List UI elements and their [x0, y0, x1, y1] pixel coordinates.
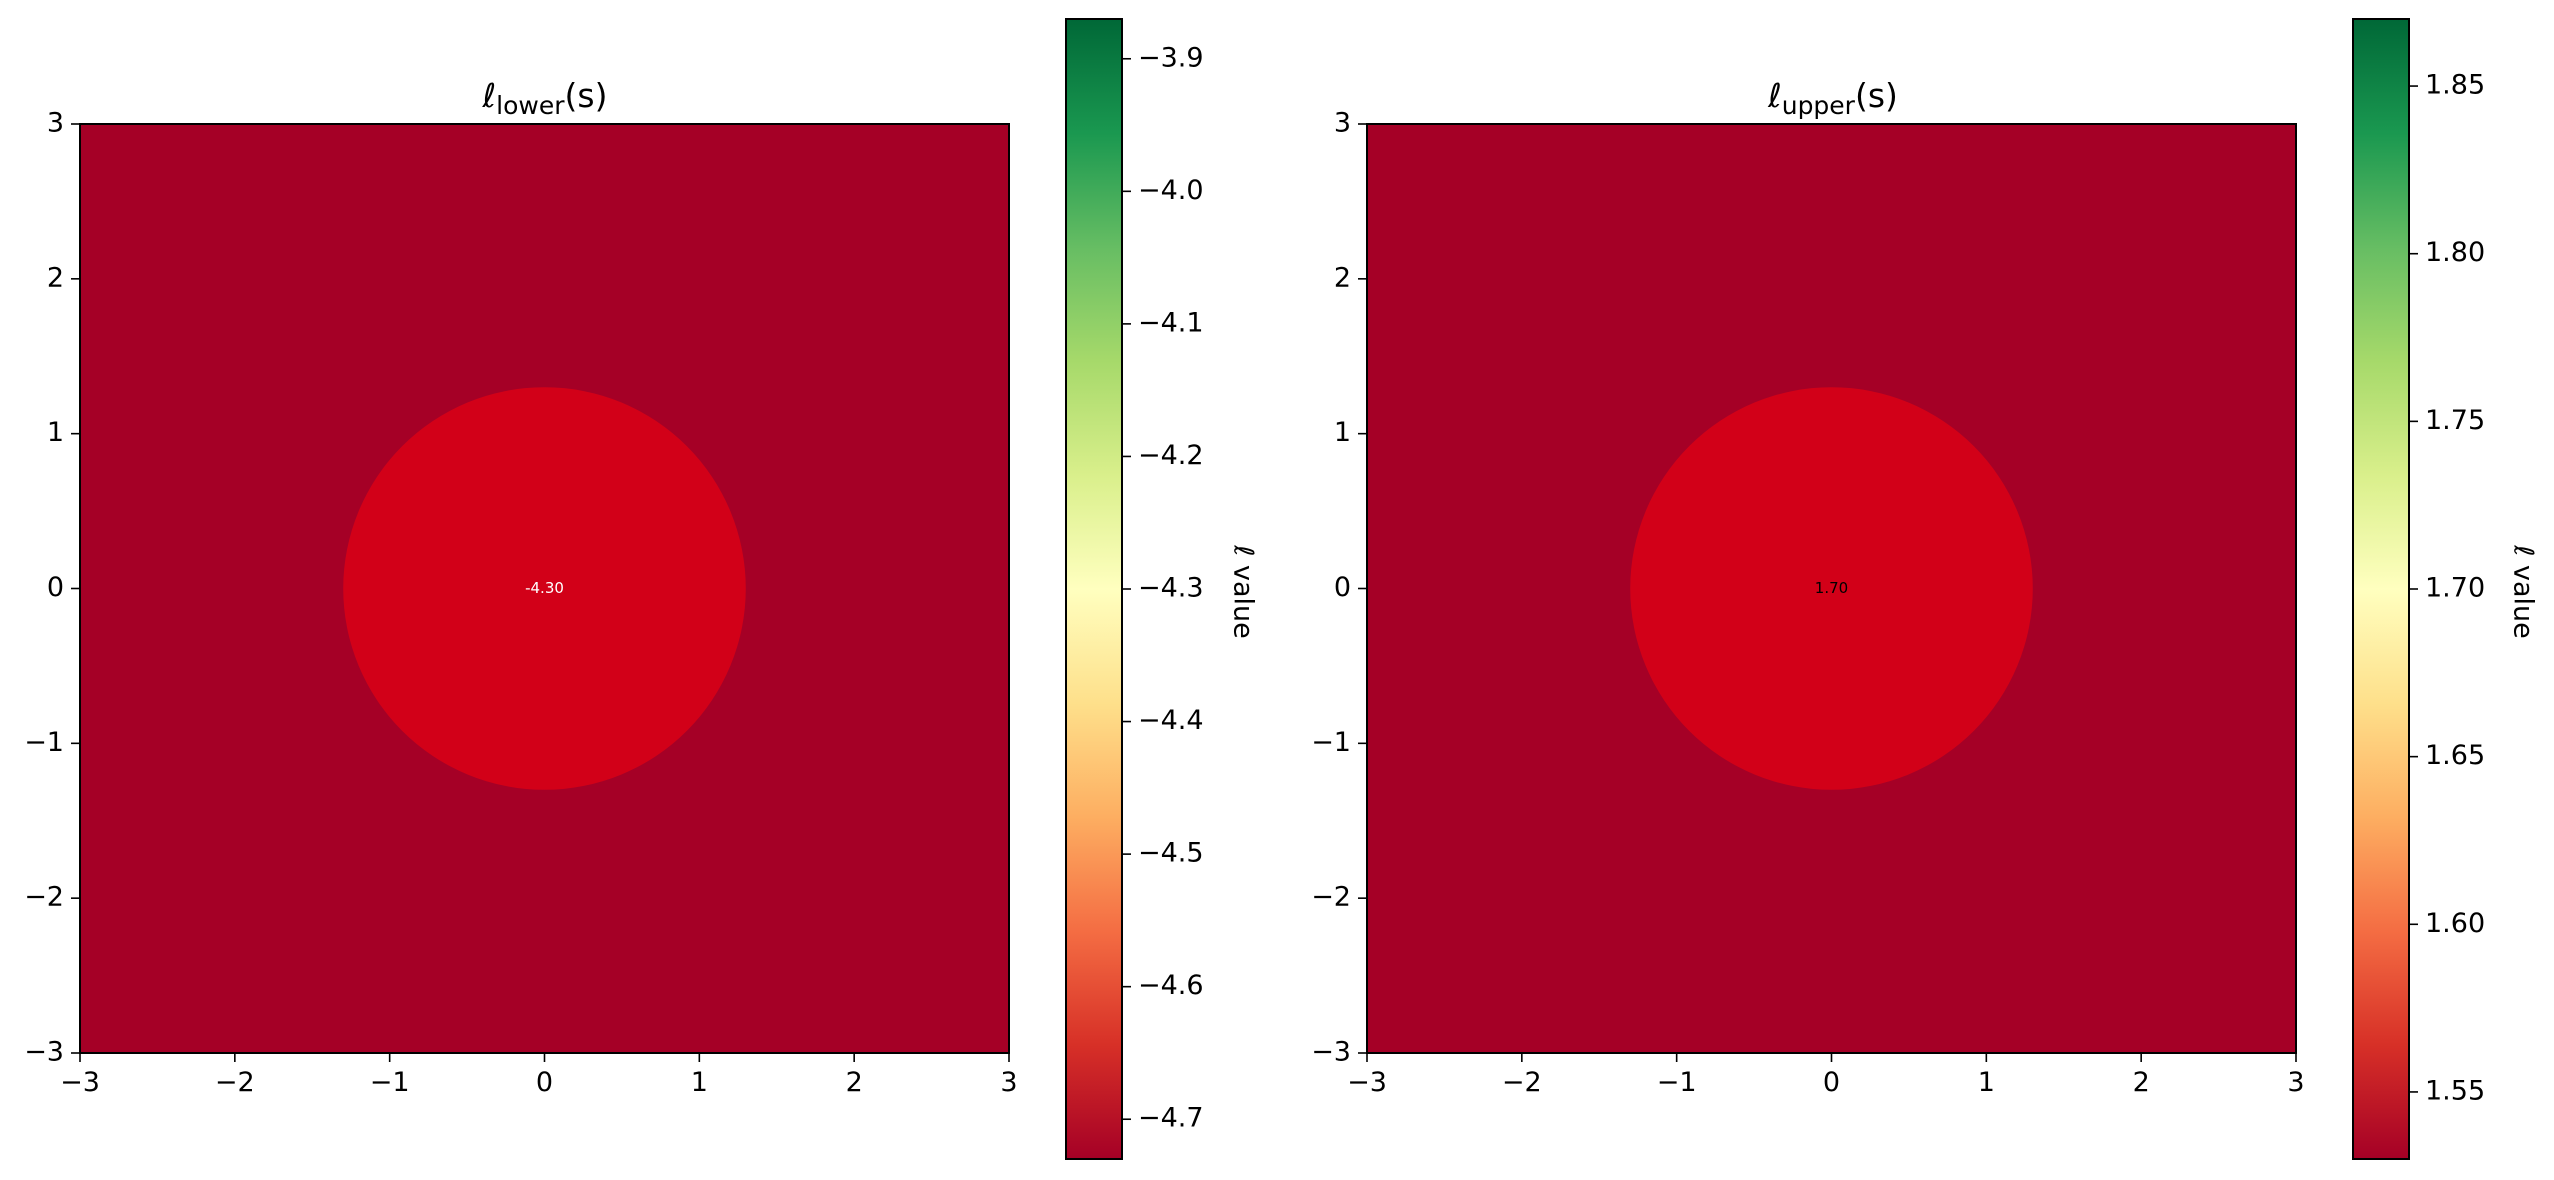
colorbar-label: ℓ value [1228, 544, 1259, 639]
y-tick-label: 2 [47, 262, 64, 293]
colorbar-tick-label: 1.85 [2425, 70, 2485, 101]
heatmap-plot: 1.70 [1366, 123, 2297, 1054]
y-tick-label: 0 [47, 572, 64, 603]
y-tick-label: −3 [1311, 1037, 1351, 1068]
x-tick-label: −3 [60, 1067, 100, 1098]
y-tick-label: 1 [1334, 417, 1351, 448]
panel-title: ℓlower(s) [482, 76, 608, 120]
x-axis: −3 −2 −1 0 1 2 3 [60, 1053, 1018, 1098]
colorbar-tick-label: 1.75 [2425, 405, 2485, 436]
x-tick-label: 1 [1978, 1067, 1995, 1098]
x-tick-label: 2 [2133, 1067, 2150, 1098]
y-tick-label: −1 [1311, 727, 1351, 758]
y-tick-label: −2 [24, 882, 64, 913]
x-tick-label: 1 [691, 1067, 708, 1098]
colorbar-tick-label: −4.5 [1138, 838, 1204, 869]
colorbar-tick-label: −4.6 [1138, 970, 1204, 1001]
value-label: -4.30 [525, 579, 564, 597]
colorbar-tick-label: 1.60 [2425, 908, 2485, 939]
x-tick-label: 2 [846, 1067, 863, 1098]
value-label: 1.70 [1815, 579, 1848, 597]
colorbar-tick-label: 1.55 [2425, 1075, 2485, 1106]
colorbar-gradient [1065, 18, 1123, 1160]
y-tick-label: −2 [1311, 882, 1351, 913]
y-tick-label: 1 [47, 417, 64, 448]
heatmap-plot: -4.30 [79, 123, 1010, 1054]
x-tick-label: 0 [1823, 1067, 1840, 1098]
y-tick-label: 0 [1334, 572, 1351, 603]
x-tick-label: 3 [1000, 1067, 1017, 1098]
panel-title: ℓupper(s) [1767, 76, 1898, 120]
colorbar-tick-label: −4.7 [1138, 1103, 1204, 1134]
x-tick-label: −1 [1657, 1067, 1697, 1098]
x-tick-label: −3 [1347, 1067, 1387, 1098]
colorbar-tick-label: −4.4 [1138, 705, 1204, 736]
y-tick-label: 2 [1334, 262, 1351, 293]
x-axis: −3 −2 −1 0 1 2 3 [1347, 1053, 2305, 1098]
y-tick-label: −3 [24, 1037, 64, 1068]
colorbar-gradient [2352, 18, 2410, 1160]
x-tick-label: 3 [2287, 1067, 2304, 1098]
y-tick-label: 3 [47, 108, 64, 139]
disc-region [1630, 387, 2033, 790]
x-tick-label: −1 [370, 1067, 410, 1098]
x-tick-label: 0 [536, 1067, 553, 1098]
colorbar-tick-label: −4.0 [1138, 175, 1204, 206]
disc-region [343, 387, 746, 790]
x-tick-label: −2 [215, 1067, 255, 1098]
colorbar-tick-label: −4.1 [1138, 307, 1204, 338]
y-tick-label: 3 [1334, 108, 1351, 139]
colorbar-label: ℓ value [2508, 544, 2539, 639]
colorbar-tick-label: −4.3 [1138, 573, 1204, 604]
y-tick-label: −1 [24, 727, 64, 758]
colorbar-tick-label: 1.80 [2425, 237, 2485, 268]
x-tick-label: −2 [1502, 1067, 1542, 1098]
y-axis: −3 −2 −1 0 1 2 3 [1311, 108, 1367, 1068]
y-axis: −3 −2 −1 0 1 2 3 [24, 108, 80, 1068]
colorbar-tick-label: −4.2 [1138, 440, 1204, 471]
colorbar-tick-label: 1.65 [2425, 740, 2485, 771]
colorbar: −3.9 −4.0 −4.1 −4.2 −4.3 −4.4 −4.5 −4.6 −4.7 [1065, 18, 1204, 1160]
colorbar: 1.85 1.80 1.75 1.70 1.65 1.60 1.55 [2352, 18, 2485, 1160]
colorbar-tick-label: 1.70 [2425, 573, 2485, 604]
colorbar-tick-label: −3.9 [1138, 42, 1204, 73]
panel-lower: ℓlower(s) -4.30 −3 −2 −1 0 1 2 3 −3 −2 −1 0 1 2 3 −3… [24, 18, 1259, 1160]
panel-upper: ℓupper(s) 1.70 −3 −2 −1 0 1 2 3 −3 −2 −1 0 1 2 3 1.8… [1311, 18, 2539, 1160]
